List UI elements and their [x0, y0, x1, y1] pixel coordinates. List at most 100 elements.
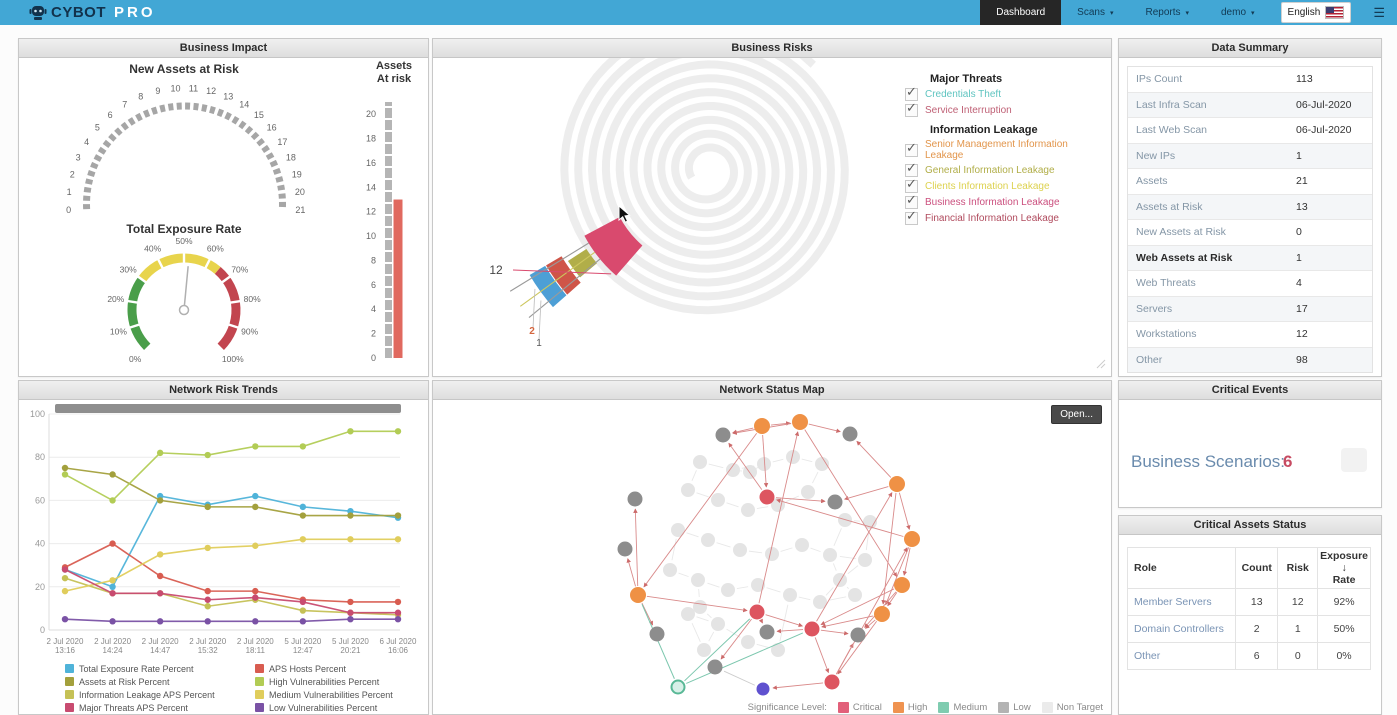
risk-label[interactable]: Financial Information Leakage	[925, 213, 1059, 224]
trend-point[interactable]	[204, 544, 211, 552]
legend-swatch[interactable]	[255, 690, 264, 699]
map-node-dark[interactable]	[707, 659, 723, 675]
legend-swatch[interactable]	[65, 677, 74, 686]
map-node-nontarget[interactable]	[783, 588, 797, 602]
checkbox-checked-icon[interactable]: ✓	[905, 176, 918, 193]
trend-point[interactable]	[204, 451, 211, 459]
risk-label[interactable]: Credentials Theft	[925, 89, 1001, 100]
trend-point[interactable]	[204, 503, 211, 511]
trend-point[interactable]	[109, 618, 116, 625]
map-node-nontarget[interactable]	[751, 578, 765, 592]
map-node-nontarget[interactable]	[741, 503, 755, 517]
map-node-nontarget[interactable]	[693, 455, 707, 469]
trend-point[interactable]	[252, 443, 259, 450]
checkbox-checked-icon[interactable]: ✓	[905, 208, 918, 225]
trend-point[interactable]	[252, 492, 259, 500]
trend-point[interactable]	[347, 609, 354, 616]
open-button[interactable]: Open...	[1051, 405, 1102, 424]
trend-point[interactable]	[109, 540, 116, 547]
trend-point[interactable]	[347, 536, 354, 543]
trend-point[interactable]	[109, 577, 116, 584]
trend-point[interactable]	[109, 583, 116, 590]
trend-point[interactable]	[394, 598, 402, 606]
trend-point[interactable]	[299, 607, 307, 614]
map-node-dark[interactable]	[617, 541, 633, 557]
map-node-dark[interactable]	[715, 427, 731, 443]
map-node-nontarget[interactable]	[697, 643, 711, 657]
column-header-risk[interactable]: Risk	[1277, 547, 1319, 589]
map-node-nontarget[interactable]	[681, 607, 695, 621]
map-node-nontarget[interactable]	[801, 485, 815, 499]
ghost-button[interactable]	[1341, 448, 1367, 472]
trend-point[interactable]	[252, 594, 259, 601]
hamburger-menu-icon[interactable]: ☰	[1373, 4, 1385, 20]
map-node-orange[interactable]	[630, 587, 646, 603]
map-node-nontarget[interactable]	[726, 463, 740, 477]
resize-handle[interactable]	[1096, 359, 1106, 369]
trend-point[interactable]	[156, 590, 164, 597]
risk-label[interactable]: Clients Information Leakage	[925, 181, 1050, 192]
legend-swatch[interactable]	[255, 677, 264, 686]
trend-point[interactable]	[299, 443, 307, 450]
trend-point[interactable]	[156, 551, 164, 558]
language-selector[interactable]: English	[1280, 2, 1352, 23]
trend-point[interactable]	[61, 464, 69, 472]
brand-logo[interactable]: CYBOT PRO	[28, 3, 156, 23]
map-node-orange[interactable]	[904, 531, 920, 547]
trend-point[interactable]	[394, 512, 402, 519]
map-node-purple[interactable]	[756, 682, 770, 696]
nav-item-dashboard[interactable]: Dashboard	[980, 0, 1062, 25]
nav-item-demo[interactable]: demo ▾	[1205, 0, 1271, 25]
map-node-red[interactable]	[749, 604, 765, 620]
map-node-nontarget[interactable]	[823, 548, 837, 562]
map-node-nontarget[interactable]	[701, 533, 715, 547]
trend-point[interactable]	[347, 616, 354, 623]
trend-point[interactable]	[156, 618, 164, 625]
trend-point[interactable]	[61, 566, 69, 573]
map-node-nontarget[interactable]	[711, 493, 725, 507]
trend-point[interactable]	[299, 503, 307, 511]
trend-point[interactable]	[156, 449, 164, 457]
nav-item-reports[interactable]: Reports ▾	[1129, 0, 1205, 25]
column-header-role[interactable]: Role	[1126, 547, 1237, 589]
trend-point[interactable]	[299, 618, 307, 625]
trend-point[interactable]	[109, 471, 116, 478]
map-node-nontarget[interactable]	[765, 547, 779, 561]
checkbox-checked-icon[interactable]: ✓	[905, 192, 918, 209]
map-node-nontarget[interactable]	[786, 450, 800, 464]
map-node-nontarget[interactable]	[858, 553, 872, 567]
trend-point[interactable]	[299, 512, 307, 519]
trend-point[interactable]	[109, 497, 116, 504]
checkbox-checked-icon[interactable]: ✓	[905, 100, 918, 117]
map-node-nontarget[interactable]	[848, 588, 862, 602]
map-node-orange[interactable]	[889, 476, 905, 492]
risk-label[interactable]: Business Information Leakage	[925, 197, 1060, 208]
map-node-nontarget[interactable]	[693, 600, 707, 614]
chart-zoom-slider[interactable]	[55, 404, 401, 413]
nav-item-scans[interactable]: Scans ▾	[1061, 0, 1129, 25]
map-node-red[interactable]	[804, 621, 820, 637]
map-node-nontarget[interactable]	[691, 573, 705, 587]
trend-point[interactable]	[347, 428, 354, 435]
map-node-dark[interactable]	[649, 626, 665, 642]
trend-point[interactable]	[156, 572, 164, 580]
trend-point[interactable]	[61, 574, 69, 582]
trend-point[interactable]	[156, 497, 164, 504]
trend-point[interactable]	[61, 616, 69, 623]
map-node-orange[interactable]	[792, 414, 808, 430]
map-node-nontarget[interactable]	[743, 465, 757, 479]
trend-point[interactable]	[252, 542, 259, 549]
trend-point[interactable]	[394, 428, 402, 435]
trend-point[interactable]	[394, 616, 402, 623]
trend-point[interactable]	[61, 471, 69, 478]
map-node-medium[interactable]	[670, 679, 686, 695]
risk-label[interactable]: Senior Management Information Leakage	[925, 139, 1068, 161]
risk-label[interactable]: Service Interruption	[925, 105, 1012, 116]
trend-point[interactable]	[347, 598, 354, 606]
trend-point[interactable]	[394, 609, 402, 616]
map-node-nontarget[interactable]	[681, 483, 695, 497]
trend-point[interactable]	[61, 587, 69, 595]
legend-swatch[interactable]	[65, 690, 74, 699]
map-node-nontarget[interactable]	[771, 643, 785, 657]
map-node-red[interactable]	[824, 674, 840, 690]
